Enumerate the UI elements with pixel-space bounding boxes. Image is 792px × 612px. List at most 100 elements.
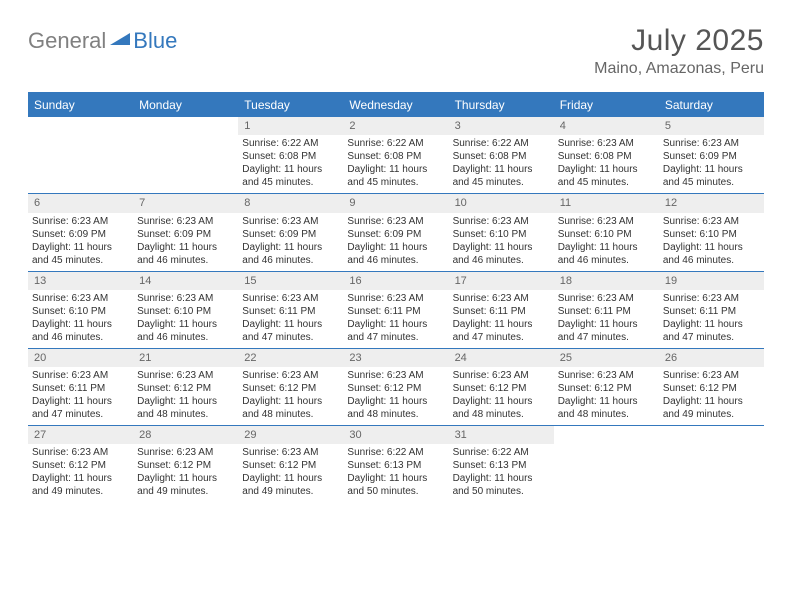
day-number: 15 [238, 272, 343, 290]
weekday-header-cell: Tuesday [238, 94, 343, 116]
day-number: 18 [554, 272, 659, 290]
day-number: 23 [343, 349, 448, 367]
day-body: Sunrise: 6:23 AMSunset: 6:09 PMDaylight:… [343, 213, 448, 271]
day-body: Sunrise: 6:22 AMSunset: 6:13 PMDaylight:… [343, 444, 448, 502]
daylight-line: Daylight: 11 hours and 45 minutes. [32, 241, 129, 267]
week-row: 6Sunrise: 6:23 AMSunset: 6:09 PMDaylight… [28, 193, 764, 270]
day-cell: 26Sunrise: 6:23 AMSunset: 6:12 PMDayligh… [659, 349, 764, 425]
sunset-line: Sunset: 6:12 PM [242, 459, 339, 472]
daylight-line: Daylight: 11 hours and 47 minutes. [32, 395, 129, 421]
daylight-line: Daylight: 11 hours and 47 minutes. [663, 318, 760, 344]
sunrise-line: Sunrise: 6:23 AM [558, 292, 655, 305]
day-body: Sunrise: 6:23 AMSunset: 6:11 PMDaylight:… [659, 290, 764, 348]
sunrise-line: Sunrise: 6:23 AM [347, 369, 444, 382]
daylight-line: Daylight: 11 hours and 46 minutes. [347, 241, 444, 267]
day-cell: 10Sunrise: 6:23 AMSunset: 6:10 PMDayligh… [449, 194, 554, 270]
daylight-line: Daylight: 11 hours and 46 minutes. [663, 241, 760, 267]
sunset-line: Sunset: 6:09 PM [663, 150, 760, 163]
day-number: 30 [343, 426, 448, 444]
daylight-line: Daylight: 11 hours and 45 minutes. [242, 163, 339, 189]
sunrise-line: Sunrise: 6:23 AM [347, 215, 444, 228]
daylight-line: Daylight: 11 hours and 45 minutes. [347, 163, 444, 189]
weekday-header-row: SundayMondayTuesdayWednesdayThursdayFrid… [28, 94, 764, 116]
page-title: July 2025 [594, 24, 764, 58]
calendar: SundayMondayTuesdayWednesdayThursdayFrid… [28, 92, 764, 502]
day-number: 29 [238, 426, 343, 444]
sunset-line: Sunset: 6:12 PM [347, 382, 444, 395]
sunrise-line: Sunrise: 6:23 AM [32, 369, 129, 382]
day-number: 28 [133, 426, 238, 444]
sunrise-line: Sunrise: 6:22 AM [242, 137, 339, 150]
daylight-line: Daylight: 11 hours and 46 minutes. [242, 241, 339, 267]
title-block: July 2025 Maino, Amazonas, Peru [594, 24, 764, 78]
sunrise-line: Sunrise: 6:23 AM [663, 292, 760, 305]
day-cell: 21Sunrise: 6:23 AMSunset: 6:12 PMDayligh… [133, 349, 238, 425]
day-body: Sunrise: 6:23 AMSunset: 6:12 PMDaylight:… [554, 367, 659, 425]
logo: General Blue [28, 28, 177, 54]
day-body: Sunrise: 6:23 AMSunset: 6:12 PMDaylight:… [28, 444, 133, 502]
sunset-line: Sunset: 6:13 PM [453, 459, 550, 472]
daylight-line: Daylight: 11 hours and 48 minutes. [347, 395, 444, 421]
day-number: 17 [449, 272, 554, 290]
day-number: 8 [238, 194, 343, 212]
sunrise-line: Sunrise: 6:23 AM [242, 369, 339, 382]
day-body: Sunrise: 6:23 AMSunset: 6:09 PMDaylight:… [238, 213, 343, 271]
day-number: 5 [659, 117, 764, 135]
weekday-header-cell: Wednesday [343, 94, 448, 116]
daylight-line: Daylight: 11 hours and 46 minutes. [32, 318, 129, 344]
daylight-line: Daylight: 11 hours and 46 minutes. [137, 241, 234, 267]
day-cell: 27Sunrise: 6:23 AMSunset: 6:12 PMDayligh… [28, 426, 133, 502]
day-cell: 22Sunrise: 6:23 AMSunset: 6:12 PMDayligh… [238, 349, 343, 425]
day-number: 12 [659, 194, 764, 212]
day-cell: 29Sunrise: 6:23 AMSunset: 6:12 PMDayligh… [238, 426, 343, 502]
day-number: 19 [659, 272, 764, 290]
sunset-line: Sunset: 6:10 PM [137, 305, 234, 318]
day-body: Sunrise: 6:23 AMSunset: 6:09 PMDaylight:… [28, 213, 133, 271]
day-number: 26 [659, 349, 764, 367]
day-number: 1 [238, 117, 343, 135]
sunset-line: Sunset: 6:09 PM [32, 228, 129, 241]
day-body: Sunrise: 6:23 AMSunset: 6:10 PMDaylight:… [133, 290, 238, 348]
day-cell: 18Sunrise: 6:23 AMSunset: 6:11 PMDayligh… [554, 272, 659, 348]
location-text: Maino, Amazonas, Peru [594, 60, 764, 78]
sunrise-line: Sunrise: 6:23 AM [453, 369, 550, 382]
day-cell: 1 Sunrise: 6:22 AMSunset: 6:08 PMDaylight… [238, 117, 343, 193]
day-body: Sunrise: 6:23 AMSunset: 6:10 PMDaylight:… [659, 213, 764, 271]
daylight-line: Daylight: 11 hours and 50 minutes. [453, 472, 550, 498]
sunset-line: Sunset: 6:12 PM [558, 382, 655, 395]
day-cell: 28Sunrise: 6:23 AMSunset: 6:12 PMDayligh… [133, 426, 238, 502]
day-cell: 5Sunrise: 6:23 AMSunset: 6:09 PMDaylight… [659, 117, 764, 193]
sunrise-line: Sunrise: 6:23 AM [242, 215, 339, 228]
sunrise-line: Sunrise: 6:23 AM [663, 137, 760, 150]
day-body: Sunrise: 6:23 AMSunset: 6:10 PMDaylight:… [28, 290, 133, 348]
sunrise-line: Sunrise: 6:23 AM [663, 369, 760, 382]
day-number: 7 [133, 194, 238, 212]
sunset-line: Sunset: 6:08 PM [242, 150, 339, 163]
sunrise-line: Sunrise: 6:23 AM [137, 292, 234, 305]
day-cell: 6Sunrise: 6:23 AMSunset: 6:09 PMDaylight… [28, 194, 133, 270]
weekday-header-cell: Sunday [28, 94, 133, 116]
sunrise-line: Sunrise: 6:23 AM [137, 215, 234, 228]
day-number: 22 [238, 349, 343, 367]
week-row: 20Sunrise: 6:23 AMSunset: 6:11 PMDayligh… [28, 348, 764, 425]
day-cell: 25Sunrise: 6:23 AMSunset: 6:12 PMDayligh… [554, 349, 659, 425]
daylight-line: Daylight: 11 hours and 48 minutes. [453, 395, 550, 421]
day-cell: 2Sunrise: 6:22 AMSunset: 6:08 PMDaylight… [343, 117, 448, 193]
sunrise-line: Sunrise: 6:22 AM [347, 137, 444, 150]
day-number: 10 [449, 194, 554, 212]
sunset-line: Sunset: 6:08 PM [558, 150, 655, 163]
sunrise-line: Sunrise: 6:23 AM [32, 292, 129, 305]
weekday-header-cell: Monday [133, 94, 238, 116]
daylight-line: Daylight: 11 hours and 49 minutes. [242, 472, 339, 498]
daylight-line: Daylight: 11 hours and 47 minutes. [347, 318, 444, 344]
weekday-header-cell: Thursday [449, 94, 554, 116]
sunset-line: Sunset: 6:10 PM [32, 305, 129, 318]
day-cell [659, 426, 764, 502]
day-number: 14 [133, 272, 238, 290]
day-cell: 3Sunrise: 6:22 AMSunset: 6:08 PMDaylight… [449, 117, 554, 193]
day-number: 9 [343, 194, 448, 212]
sunset-line: Sunset: 6:10 PM [558, 228, 655, 241]
day-body: Sunrise: 6:23 AMSunset: 6:10 PMDaylight:… [449, 213, 554, 271]
daylight-line: Daylight: 11 hours and 45 minutes. [558, 163, 655, 189]
daylight-line: Daylight: 11 hours and 46 minutes. [453, 241, 550, 267]
